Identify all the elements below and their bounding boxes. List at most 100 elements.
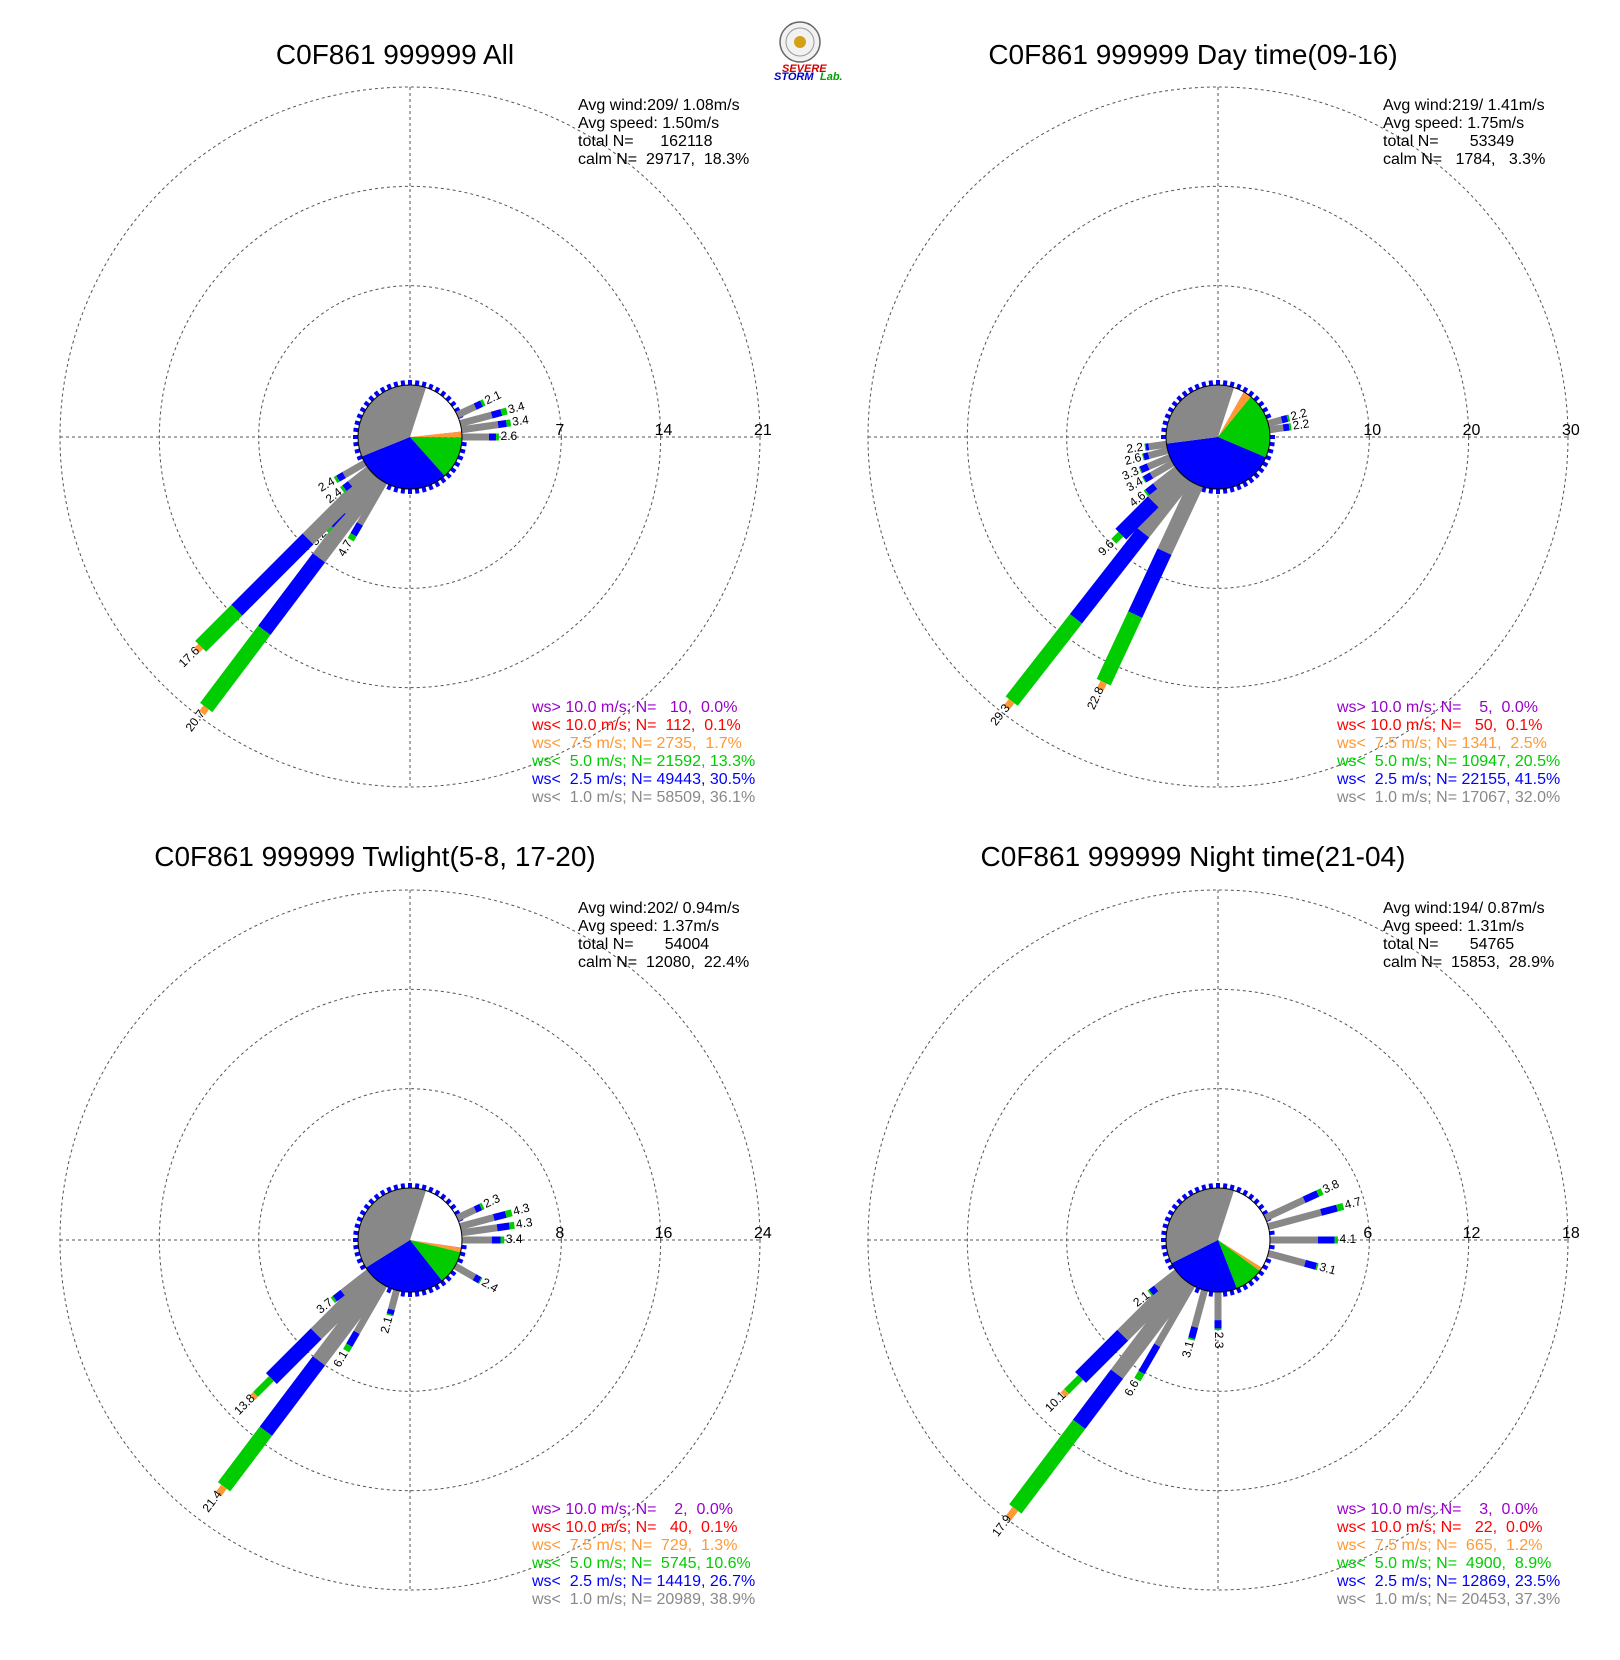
wind-bar-segment-blue — [1318, 1236, 1335, 1244]
minor-direction-bar — [1248, 477, 1255, 484]
legend-entry: ws< 10.0 m/s; N= 40, 0.1% — [531, 1519, 737, 1536]
wind-bar-segment-gray — [1263, 1196, 1306, 1222]
minor-direction-bar — [356, 1216, 363, 1222]
legend-bin-label: ws< 1.0 m/s; — [1336, 789, 1436, 806]
wind-bar-segment-blue — [1142, 452, 1150, 461]
minor-direction-bar — [428, 383, 434, 390]
minor-direction-bar — [393, 486, 399, 493]
wind-bar-segment-green — [1286, 414, 1291, 422]
minor-direction-bar — [373, 1193, 380, 1200]
wind-bar-segment-blue — [342, 481, 353, 491]
minor-direction-bar — [400, 1183, 406, 1189]
minor-direction-bar — [454, 461, 461, 468]
wind-bar-label: 2.6 — [501, 429, 518, 443]
legend-bin-count: N= 3, 0.0% — [1441, 1501, 1538, 1518]
radial-tick-label: 16 — [655, 1225, 673, 1242]
minor-direction-bar — [1161, 427, 1167, 433]
wind-bar-segment-blue — [350, 522, 363, 537]
legend-entry: ws< 5.0 m/s; N= 21592, 13.3% — [531, 753, 755, 770]
pie-slice-bin-2 — [410, 431, 462, 438]
wind-bar-segment-blue — [1142, 472, 1154, 483]
legend-entry: ws> 10.0 m/s; N= 2, 0.0% — [531, 1501, 733, 1518]
info-avg-wind: Avg wind:209/ 1.08m/s — [578, 97, 740, 114]
legend-bin-label: ws< 5.0 m/s; — [1336, 1555, 1436, 1572]
minor-direction-bar — [356, 413, 363, 419]
minor-direction-bar — [386, 484, 392, 491]
minor-direction-bar — [450, 1270, 457, 1277]
legend-entry: ws< 1.0 m/s; N= 20453, 37.3% — [1336, 1591, 1560, 1608]
wind-bar-segment-green — [1141, 453, 1145, 461]
info-avg-speed: Avg speed: 1.50m/s — [578, 115, 719, 132]
minor-direction-bar — [1229, 381, 1235, 388]
legend-bin-label: ws< 5.0 m/s; — [1336, 753, 1436, 770]
speed-distribution-pie — [357, 1187, 463, 1293]
wind-bar-segment-gray — [347, 466, 372, 487]
legend-bin-label: ws< 5.0 m/s; — [531, 1555, 631, 1572]
radial-tick-label: 6 — [1363, 1225, 1372, 1242]
windrose-panels: 714212.13.43.42.64.720.75.217.62.42.4C0F… — [59, 39, 1580, 1608]
wind-bar-segment-blue — [1282, 423, 1290, 432]
wind-bar-segment-gray — [459, 411, 493, 427]
legend-bin-label: ws< 7.5 m/s; — [1336, 735, 1436, 752]
minor-direction-bar — [353, 427, 359, 433]
minor-direction-bar — [459, 448, 466, 454]
info-calm: calm N= 12080, 22.4% — [578, 954, 749, 971]
minor-direction-bar — [421, 1184, 427, 1191]
legend-bin-count: N= 5, 0.0% — [1441, 699, 1538, 716]
wind-bar-segment-blue — [1072, 1369, 1124, 1429]
wind-bar-segment-gray — [342, 459, 367, 479]
legend-entry: ws> 10.0 m/s; N= 10, 0.0% — [531, 699, 737, 716]
minor-direction-bar — [445, 1275, 452, 1282]
minor-direction-bar — [1262, 461, 1269, 468]
legend-bin-count: N= 665, 1.2% — [1436, 1537, 1542, 1554]
minor-direction-bar — [354, 1223, 361, 1229]
pie-slice-bin-4 — [365, 1240, 443, 1292]
minor-direction-bar — [414, 488, 420, 494]
wind-bar-segment-gray — [455, 403, 477, 419]
radial-tick-label: 20 — [1463, 422, 1481, 439]
legend-entry: ws< 7.5 m/s; N= 2735, 1.7% — [531, 735, 742, 752]
wind-bar-label: 4.7 — [1343, 1194, 1363, 1212]
minor-direction-bar — [1265, 413, 1272, 419]
pie-outline — [1165, 384, 1271, 490]
minor-direction-bar — [457, 455, 464, 461]
minor-direction-bar — [461, 1244, 467, 1250]
minor-direction-bar — [1171, 1203, 1178, 1210]
minor-direction-bar — [1248, 1193, 1255, 1200]
minor-direction-bar — [1236, 484, 1242, 491]
wind-bar-segment-blue — [1188, 1326, 1199, 1340]
wind-bar-segment-green — [340, 485, 347, 493]
wind-bar-segment-orange — [1060, 1389, 1069, 1398]
pie-slice-bin-1 — [1218, 391, 1245, 437]
minor-direction-bar — [353, 441, 359, 447]
minor-direction-bar — [1187, 386, 1194, 393]
pie-slice-bin-3 — [410, 1240, 461, 1281]
wind-bar-segment-orange — [1004, 698, 1015, 710]
minor-direction-bar — [1262, 406, 1269, 413]
wind-bar-segment-blue — [1145, 483, 1158, 496]
minor-direction-bar — [1167, 406, 1174, 413]
minor-direction-bar — [400, 1291, 406, 1297]
radial-tick-label: 18 — [1562, 1225, 1580, 1242]
legend-bin-count: N= 49443, 30.5% — [631, 771, 755, 788]
pie-outline — [357, 1187, 463, 1293]
wind-bar-segment-gray — [1153, 1269, 1180, 1292]
wind-bar-segment-orange — [1097, 680, 1107, 691]
wind-bar-segment-green — [1144, 443, 1147, 451]
minor-direction-bar — [1208, 1291, 1214, 1297]
wind-bar-segment-blue — [346, 1330, 360, 1348]
legend-bin-count: N= 58509, 36.1% — [631, 789, 755, 806]
pie-slice-bin-1 — [410, 431, 462, 437]
wind-bar-segment-blue — [1145, 443, 1150, 451]
minor-direction-bar — [1208, 1183, 1214, 1189]
wind-bar-segment-blue — [497, 419, 507, 429]
wind-bar-label: 2.3 — [481, 1191, 502, 1211]
minor-direction-bar — [1208, 488, 1214, 494]
wind-bar-segment-green — [1334, 1236, 1338, 1244]
minor-direction-bar — [434, 481, 441, 488]
minor-direction-bar — [421, 1289, 427, 1296]
wind-bar-segment-gray — [312, 473, 385, 563]
minor-direction-bar — [354, 420, 361, 426]
minor-direction-bar — [1229, 1289, 1235, 1296]
minor-direction-bar — [1258, 467, 1265, 474]
